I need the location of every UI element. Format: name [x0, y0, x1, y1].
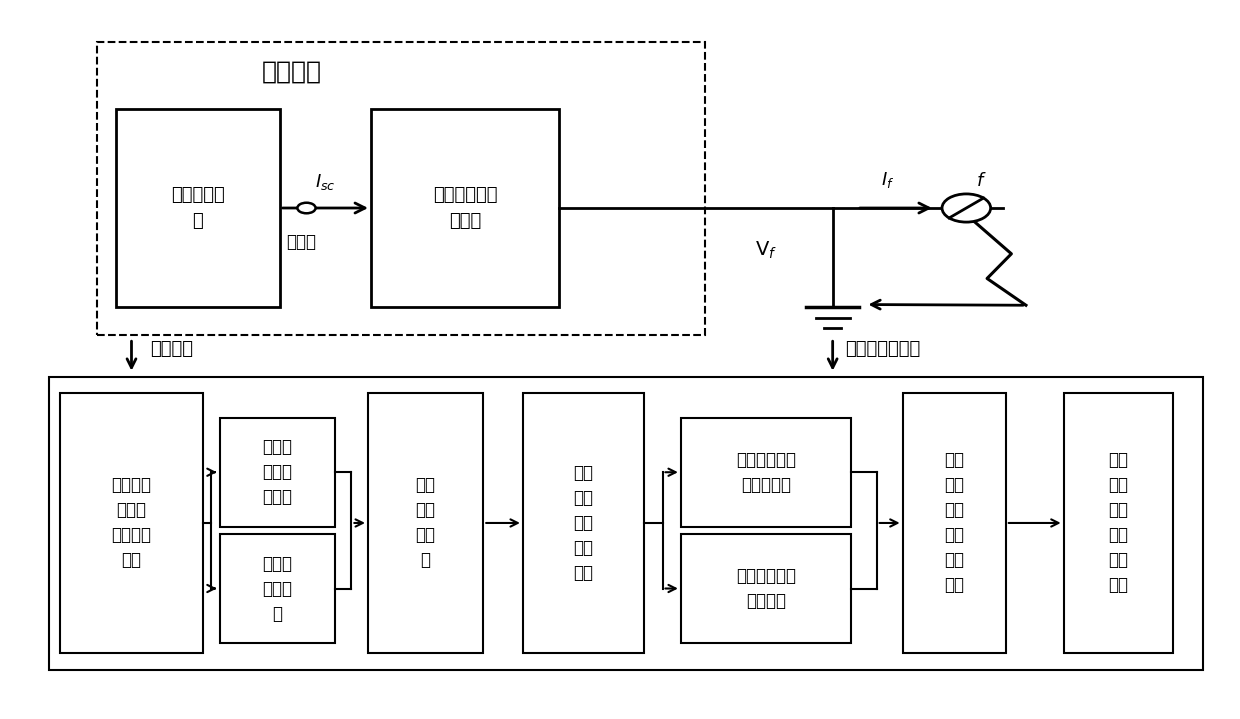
FancyBboxPatch shape: [98, 42, 706, 335]
Text: 自定
义短
路计
算方
法库: 自定 义短 路计 算方 法库: [574, 464, 594, 582]
FancyBboxPatch shape: [903, 393, 1006, 654]
FancyBboxPatch shape: [115, 109, 280, 307]
Text: $I_f$: $I_f$: [880, 170, 894, 191]
Text: 供电系统: 供电系统: [262, 60, 322, 84]
Text: 故障设备和位置: 故障设备和位置: [844, 341, 920, 359]
Text: 计算
机操
作系
统脚
本解
释器: 计算 机操 作系 统脚 本解 释器: [944, 452, 965, 595]
FancyBboxPatch shape: [523, 393, 645, 654]
Text: 三相不对称设
备实例对象: 三相不对称设 备实例对象: [735, 451, 796, 494]
FancyBboxPatch shape: [48, 377, 1203, 669]
Text: 数据建模: 数据建模: [150, 341, 192, 359]
Text: $f$: $f$: [976, 173, 987, 191]
Text: 设备参
数属性
库: 设备参 数属性 库: [263, 554, 293, 623]
Text: 系统等
值参数
属性库: 系统等 值参数 属性库: [263, 439, 293, 506]
Text: 脚本
语言
编辑
器: 脚本 语言 编辑 器: [415, 477, 435, 569]
FancyBboxPatch shape: [681, 534, 851, 643]
Text: $I_{sc}$: $I_{sc}$: [315, 172, 336, 192]
FancyBboxPatch shape: [371, 109, 559, 307]
FancyBboxPatch shape: [681, 418, 851, 527]
FancyBboxPatch shape: [219, 418, 335, 527]
Text: 接入点: 接入点: [286, 233, 316, 251]
Text: 三相不对称供
电设备: 三相不对称供 电设备: [433, 186, 497, 230]
FancyBboxPatch shape: [1064, 393, 1173, 654]
Text: $\mathrm{V}_f$: $\mathrm{V}_f$: [755, 239, 776, 261]
Text: 三相对称电
网: 三相对称电 网: [171, 186, 224, 230]
FancyBboxPatch shape: [368, 393, 484, 654]
FancyBboxPatch shape: [219, 534, 335, 643]
Text: 返回
短路
计算
结果
实例
对象: 返回 短路 计算 结果 实例 对象: [1109, 452, 1128, 595]
FancyBboxPatch shape: [60, 393, 203, 654]
Text: 电网数据
管理和
分析计算
平台: 电网数据 管理和 分析计算 平台: [112, 477, 151, 569]
Text: 三相对称系统
实例对象: 三相对称系统 实例对象: [735, 567, 796, 610]
Circle shape: [298, 203, 316, 214]
